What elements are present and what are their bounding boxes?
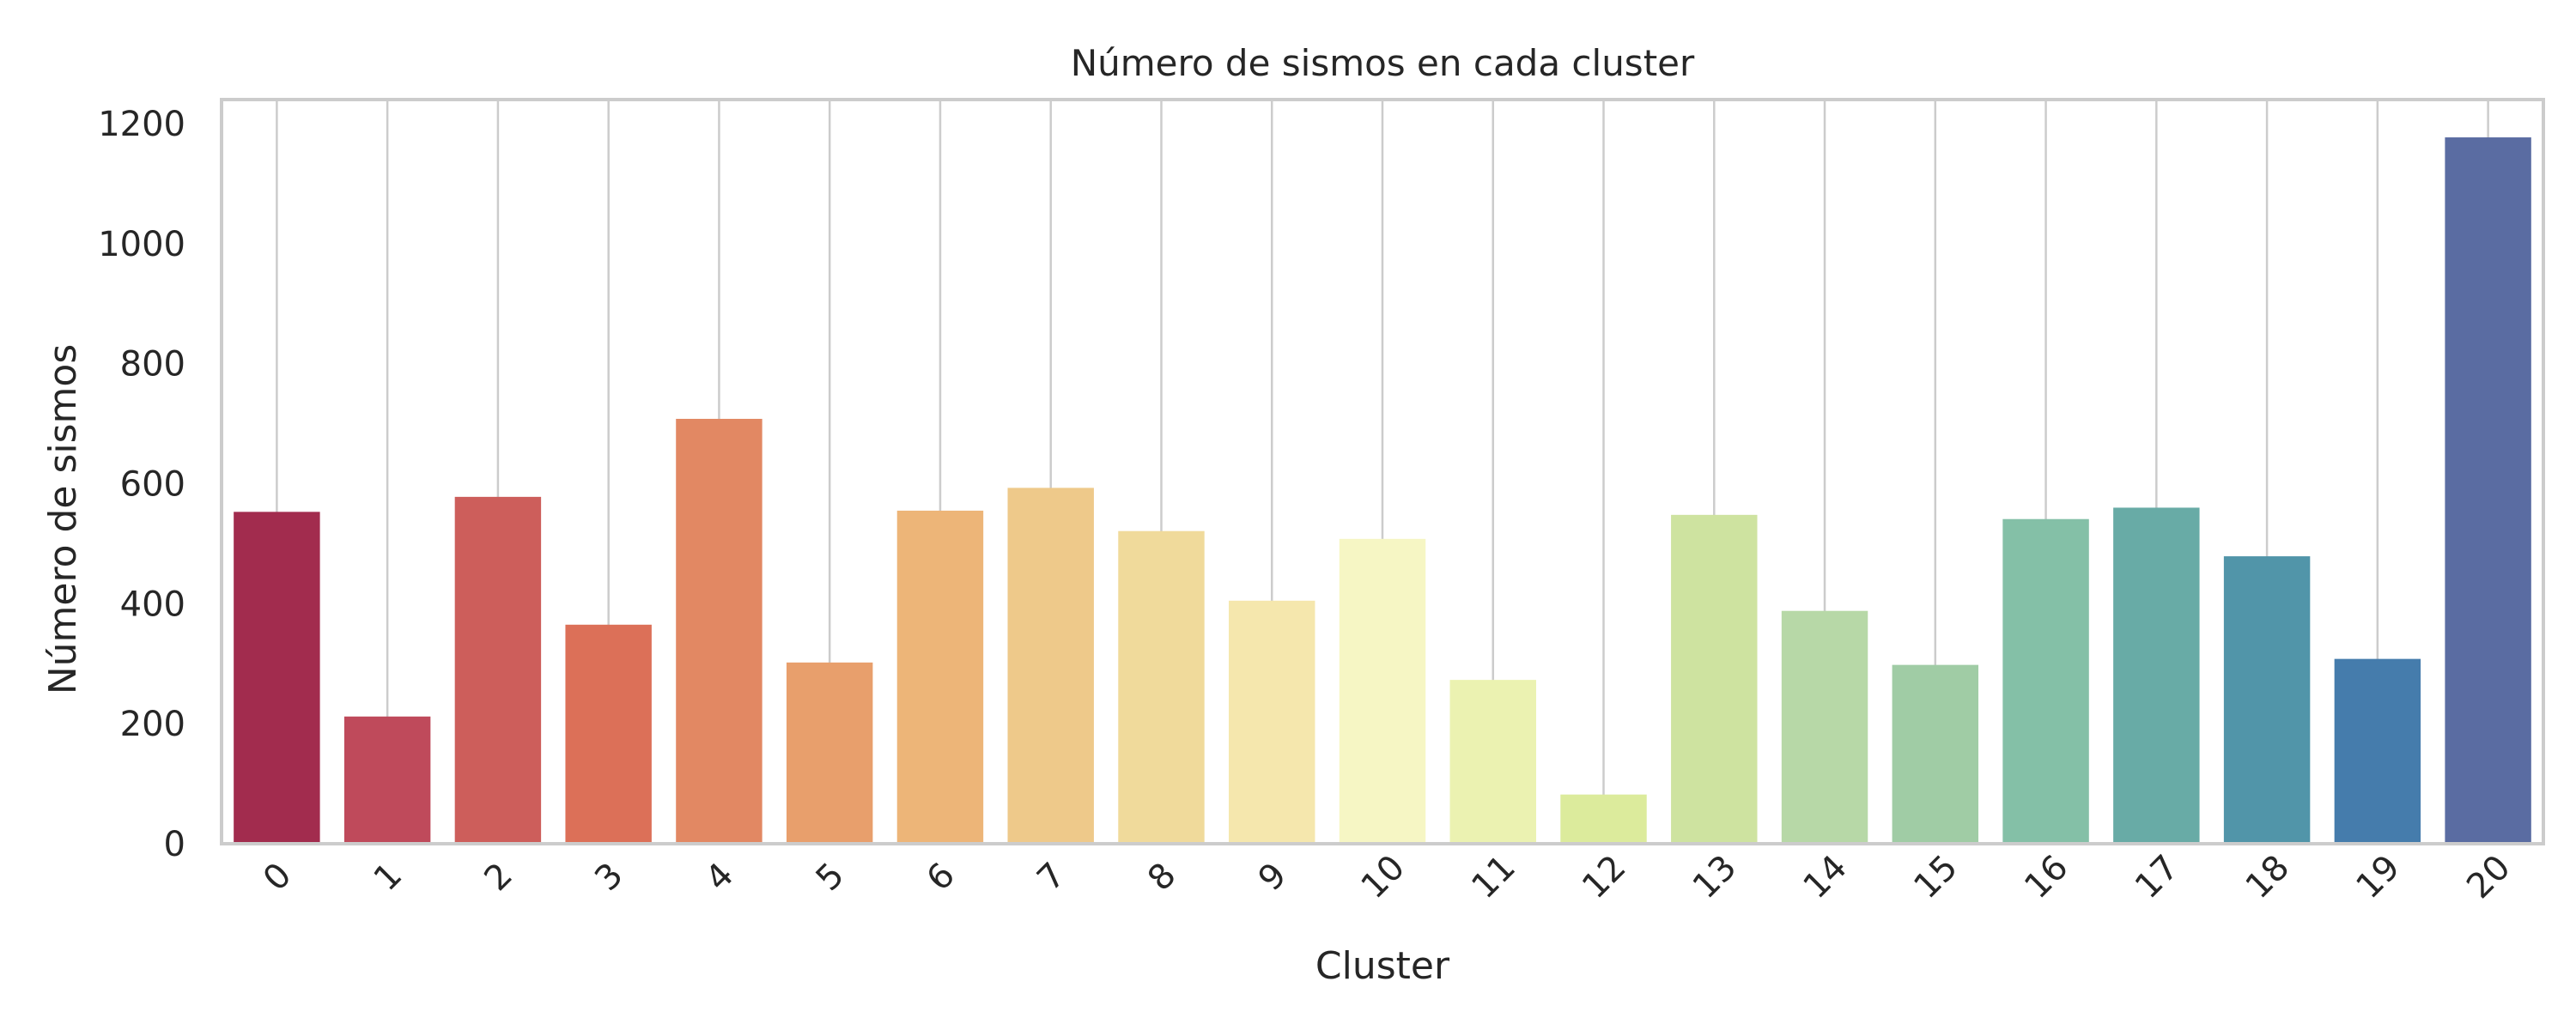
bar-cluster-20 bbox=[2445, 137, 2531, 844]
plot-frame bbox=[220, 98, 2545, 845]
y-tick-label: 1000 bbox=[98, 225, 185, 264]
chart-title: Número de sismos en cada cluster bbox=[1071, 42, 1695, 84]
bar-cluster-6 bbox=[896, 510, 984, 844]
x-tick-label: 10 bbox=[1354, 848, 1413, 907]
x-tick-label: 3 bbox=[587, 856, 631, 900]
x-tick-label: 15 bbox=[1906, 848, 1965, 907]
bar-cluster-3 bbox=[565, 624, 652, 844]
bar-cluster-11 bbox=[1449, 680, 1536, 844]
bar-cluster-7 bbox=[1007, 488, 1094, 844]
bar-cluster-10 bbox=[1339, 538, 1426, 844]
x-tick-label: 9 bbox=[1251, 856, 1295, 900]
x-axis-ticks: 0 1 2 3 4 5 6 7 8 9 10 11 12 13 14 15 16 17 18 19 20 bbox=[256, 848, 2518, 907]
bar-cluster-18 bbox=[2223, 556, 2311, 844]
bar-cluster-9 bbox=[1229, 600, 1315, 844]
bar-cluster-13 bbox=[1671, 514, 1758, 844]
bar-cluster-0 bbox=[234, 512, 320, 844]
y-tick-label: 800 bbox=[120, 345, 185, 385]
x-tick-label: 20 bbox=[2459, 848, 2518, 907]
bar-cluster-14 bbox=[1781, 610, 1868, 844]
x-tick-label: 11 bbox=[1464, 848, 1523, 907]
x-tick-label: 13 bbox=[1686, 848, 1745, 907]
bar-cluster-4 bbox=[676, 418, 762, 844]
bar-cluster-1 bbox=[343, 716, 431, 844]
y-axis-ticks: 0 200 400 600 800 1000 1200 bbox=[98, 105, 185, 864]
x-tick-label: 16 bbox=[2017, 848, 2076, 907]
x-tick-label: 14 bbox=[1796, 848, 1856, 907]
bar-cluster-12 bbox=[1560, 794, 1647, 844]
x-tick-label: 12 bbox=[1575, 848, 1634, 907]
bar-cluster-15 bbox=[1892, 664, 1979, 844]
x-tick-label: 19 bbox=[2348, 848, 2408, 907]
x-tick-label: 6 bbox=[919, 856, 963, 900]
x-axis-label: Cluster bbox=[1315, 944, 1450, 988]
x-tick-label: 8 bbox=[1140, 856, 1184, 900]
bar-cluster-5 bbox=[786, 662, 873, 844]
x-tick-label: 0 bbox=[256, 856, 300, 900]
x-tick-label: 1 bbox=[367, 856, 410, 900]
bar-cluster-8 bbox=[1118, 530, 1205, 844]
x-tick-label: 18 bbox=[2239, 848, 2298, 907]
y-tick-label: 0 bbox=[164, 825, 185, 864]
bars bbox=[234, 137, 2531, 844]
x-tick-label: 7 bbox=[1030, 856, 1073, 900]
x-tick-label: 4 bbox=[698, 856, 742, 900]
y-tick-label: 1200 bbox=[98, 105, 185, 144]
y-tick-label: 400 bbox=[120, 585, 185, 624]
x-tick-label: 17 bbox=[2128, 848, 2187, 907]
y-axis-label: Número de sismos bbox=[41, 344, 85, 695]
bar-cluster-2 bbox=[454, 496, 542, 844]
bar-cluster-19 bbox=[2334, 658, 2421, 844]
x-tick-label: 2 bbox=[477, 856, 520, 900]
bar-cluster-16 bbox=[2002, 518, 2089, 844]
x-tick-label: 5 bbox=[809, 856, 853, 900]
y-tick-label: 600 bbox=[120, 464, 185, 504]
bar-cluster-17 bbox=[2113, 507, 2200, 844]
y-tick-label: 200 bbox=[120, 705, 185, 744]
